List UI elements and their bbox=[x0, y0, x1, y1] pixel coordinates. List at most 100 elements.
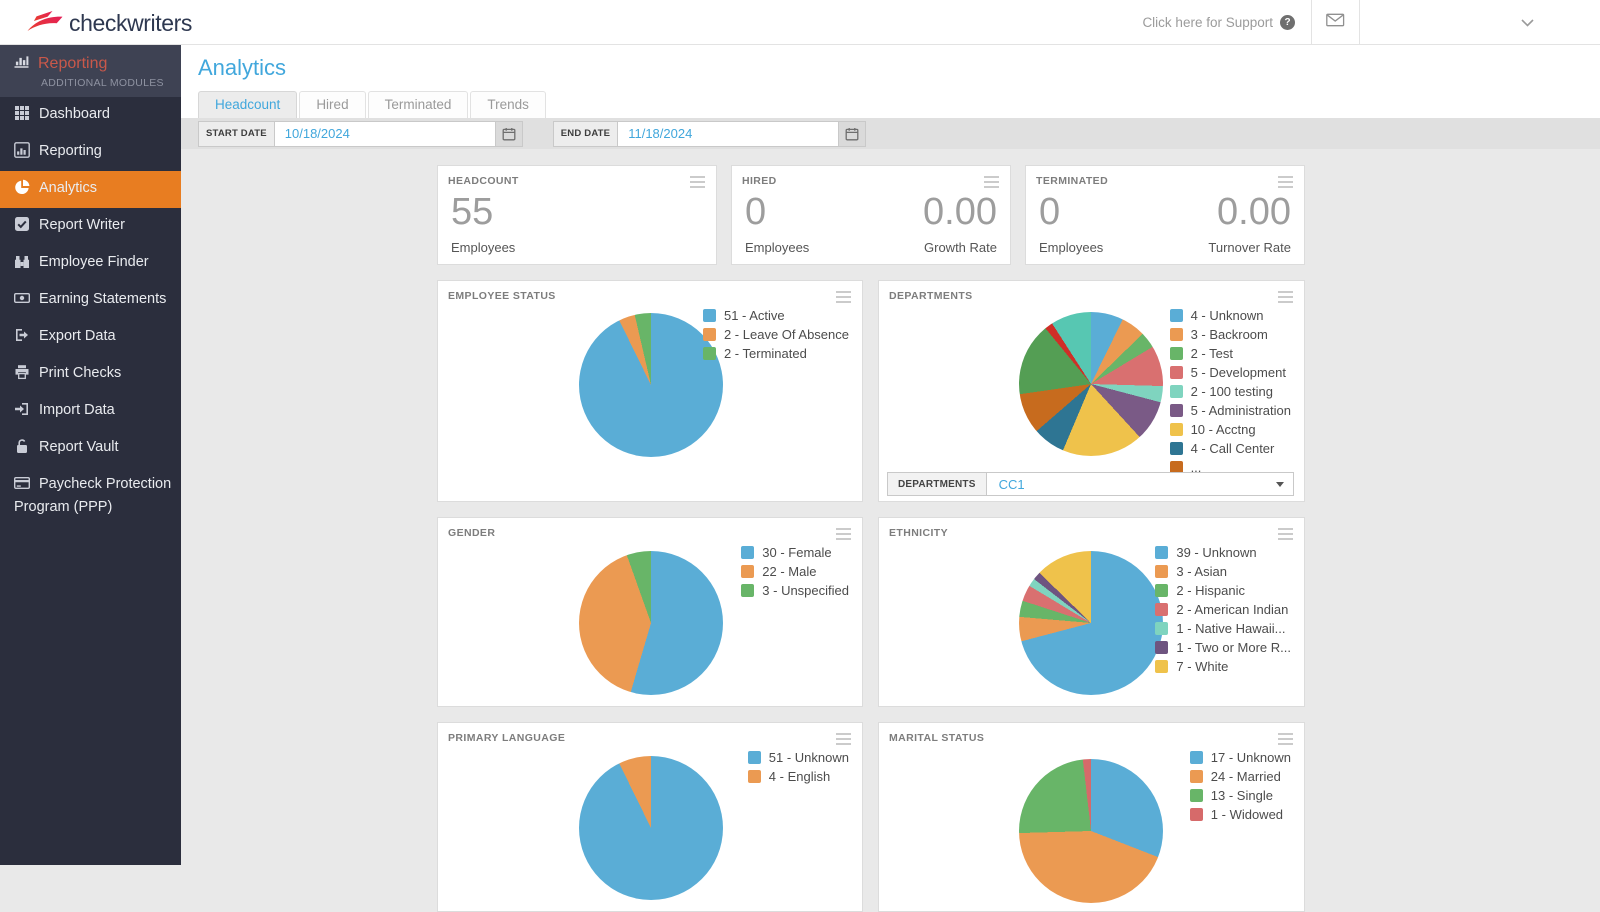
card-menu-icon[interactable] bbox=[836, 291, 851, 303]
legend-item[interactable]: 1 - Widowed bbox=[1189, 807, 1291, 822]
sidebar-module-header[interactable]: Reporting ADDITIONAL MODULES bbox=[0, 44, 181, 97]
marital-status-card: MARITAL STATUS 17 - Unknown 24 - Married 1… bbox=[878, 722, 1305, 912]
sidebar-item-report-vault[interactable]: Report Vault bbox=[0, 430, 181, 467]
legend-label: 2 - American Indian bbox=[1176, 602, 1289, 617]
gender-pie[interactable] bbox=[579, 551, 723, 695]
sidebar-item-print-checks[interactable]: Print Checks bbox=[0, 356, 181, 393]
legend-label: ... bbox=[1190, 460, 1202, 475]
card-menu-icon[interactable] bbox=[1278, 176, 1293, 188]
tab-hired[interactable]: Hired bbox=[299, 91, 366, 118]
legend-label: 39 - Unknown bbox=[1176, 545, 1257, 560]
legend-item[interactable]: ... bbox=[1169, 460, 1291, 475]
messages-button[interactable] bbox=[1312, 0, 1359, 44]
ethnicity-pie[interactable] bbox=[1019, 551, 1163, 695]
primary-language-pie[interactable] bbox=[579, 756, 723, 900]
start-date-input[interactable] bbox=[273, 120, 496, 147]
legend-swatch bbox=[702, 309, 716, 322]
legend-item[interactable]: 1 - Native Hawaii... bbox=[1155, 621, 1291, 636]
support-label: Click here for Support bbox=[1142, 14, 1273, 30]
card-menu-icon[interactable] bbox=[690, 176, 705, 188]
legend-item[interactable]: 17 - Unknown bbox=[1189, 750, 1291, 765]
hired-card: HIRED 0 0.00 Employees Growth Rate bbox=[731, 165, 1011, 265]
legend-item[interactable]: 3 - Asian bbox=[1155, 564, 1291, 579]
sidebar-item-import-data[interactable]: Import Data bbox=[0, 393, 181, 430]
departments-pie[interactable] bbox=[1019, 312, 1163, 456]
end-date-input[interactable] bbox=[617, 120, 840, 147]
legend-swatch bbox=[1169, 404, 1183, 417]
legend-item[interactable]: 39 - Unknown bbox=[1155, 545, 1291, 560]
legend-item[interactable]: 51 - Active bbox=[702, 308, 849, 323]
user-menu-button[interactable] bbox=[1360, 0, 1600, 44]
legend-swatch bbox=[1155, 546, 1169, 559]
question-circle-icon: ? bbox=[1280, 14, 1295, 30]
card-menu-icon[interactable] bbox=[1278, 291, 1293, 303]
chart-title: DEPARTMENTS bbox=[889, 290, 973, 302]
sidebar-item-dashboard[interactable]: Dashboard bbox=[0, 97, 181, 134]
start-date-group: START DATE bbox=[198, 120, 523, 147]
legend-item[interactable]: 4 - English bbox=[747, 769, 849, 784]
legend-item[interactable]: 3 - Unspecified bbox=[741, 583, 849, 598]
legend-item[interactable]: 2 - 100 testing bbox=[1169, 384, 1291, 399]
legend-item[interactable]: 10 - Acctng bbox=[1169, 422, 1291, 437]
checkwriters-logo-icon bbox=[26, 8, 64, 39]
marital-status-pie[interactable] bbox=[1019, 759, 1163, 903]
card-menu-icon[interactable] bbox=[984, 176, 999, 188]
legend-item[interactable]: 13 - Single bbox=[1189, 788, 1291, 803]
tab-terminated[interactable]: Terminated bbox=[367, 91, 469, 118]
legend-item[interactable]: 5 - Administration bbox=[1169, 403, 1291, 418]
tab-trends[interactable]: Trends bbox=[470, 91, 546, 118]
chart-legend: 39 - Unknown 3 - Asian 2 - Hispanic 2 - Ame… bbox=[1155, 545, 1291, 678]
card-menu-icon[interactable] bbox=[1278, 528, 1293, 540]
sidebar-item-report-writer[interactable]: Report Writer bbox=[0, 208, 181, 245]
sidebar-item-export-data[interactable]: Export Data bbox=[0, 319, 181, 356]
legend-swatch bbox=[747, 770, 761, 783]
primary-language-card: PRIMARY LANGUAGE 51 - Unknown 4 - English bbox=[437, 722, 863, 912]
employee-status-pie[interactable] bbox=[579, 313, 723, 457]
top-header: checkwriters Click here for Support ? bbox=[0, 0, 1600, 45]
legend-item[interactable]: 30 - Female bbox=[741, 545, 849, 560]
legend-item[interactable]: 2 - American Indian bbox=[1155, 602, 1291, 617]
legend-item[interactable]: 2 - Test bbox=[1169, 346, 1291, 361]
legend-item[interactable]: 4 - Call Center bbox=[1169, 441, 1291, 456]
module-title: Reporting bbox=[38, 54, 108, 72]
legend-item[interactable]: 24 - Married bbox=[1189, 769, 1291, 784]
legend-item[interactable]: 7 - White bbox=[1155, 659, 1291, 674]
binoculars-icon bbox=[14, 253, 31, 275]
chart-title: ETHNICITY bbox=[889, 527, 949, 539]
legend-item[interactable]: 1 - Two or More R... bbox=[1155, 640, 1291, 655]
sidebar-item-earning-statements[interactable]: Earning Statements bbox=[0, 282, 181, 319]
card-menu-icon[interactable] bbox=[1278, 733, 1293, 745]
chevron-down-icon bbox=[1521, 19, 1534, 27]
chart-legend: 17 - Unknown 24 - Married 13 - Single 1 - W… bbox=[1189, 750, 1291, 826]
tab-headcount[interactable]: Headcount bbox=[198, 91, 298, 118]
legend-item[interactable]: 2 - Terminated bbox=[702, 346, 849, 361]
end-date-calendar-button[interactable] bbox=[839, 120, 867, 147]
legend-item[interactable]: 2 - Leave Of Absence bbox=[702, 327, 849, 342]
sidebar-item-analytics[interactable]: Analytics bbox=[0, 171, 181, 208]
legend-item[interactable]: 22 - Male bbox=[741, 564, 849, 579]
legend-item[interactable]: 51 - Unknown bbox=[747, 750, 849, 765]
legend-item[interactable]: 2 - Hispanic bbox=[1155, 583, 1291, 598]
terminated-count-caption: Employees bbox=[1039, 240, 1104, 255]
chart-legend: 51 - Unknown 4 - English bbox=[747, 750, 849, 788]
headcount-caption: Employees bbox=[451, 240, 516, 255]
checkwriters-logo[interactable]: checkwriters bbox=[26, 8, 192, 38]
sidebar-item-employee-finder[interactable]: Employee Finder bbox=[0, 245, 181, 282]
start-date-calendar-button[interactable] bbox=[495, 120, 523, 147]
sidebar-item-reporting[interactable]: Reporting bbox=[0, 134, 181, 171]
sidebar-item-label: Dashboard bbox=[39, 106, 110, 122]
tab-bar: Headcount Hired Terminated Trends bbox=[198, 91, 548, 118]
sidebar-item-label: Paycheck Protection Program (PPP) bbox=[14, 476, 172, 515]
legend-item[interactable]: 4 - Unknown bbox=[1169, 308, 1291, 323]
legend-label: 2 - 100 testing bbox=[1190, 384, 1273, 399]
legend-item[interactable]: 5 - Development bbox=[1169, 365, 1291, 380]
support-link[interactable]: Click here for Support ? bbox=[1126, 0, 1311, 44]
chart-legend: 51 - Active 2 - Leave Of Absence 2 - Termi… bbox=[702, 308, 849, 365]
departments-card: DEPARTMENTS 4 - Unknown 3 - Backroom 2 - T… bbox=[878, 280, 1305, 502]
card-menu-icon[interactable] bbox=[836, 528, 851, 540]
sidebar-item-ppp[interactable]: Paycheck Protection Program (PPP) bbox=[0, 467, 181, 524]
card-menu-icon[interactable] bbox=[836, 733, 851, 745]
ethnicity-card: ETHNICITY 39 - Unknown 3 - Asian 2 - Hispa… bbox=[878, 517, 1305, 707]
departments-select[interactable]: CC1 bbox=[985, 472, 1294, 496]
legend-item[interactable]: 3 - Backroom bbox=[1169, 327, 1291, 342]
